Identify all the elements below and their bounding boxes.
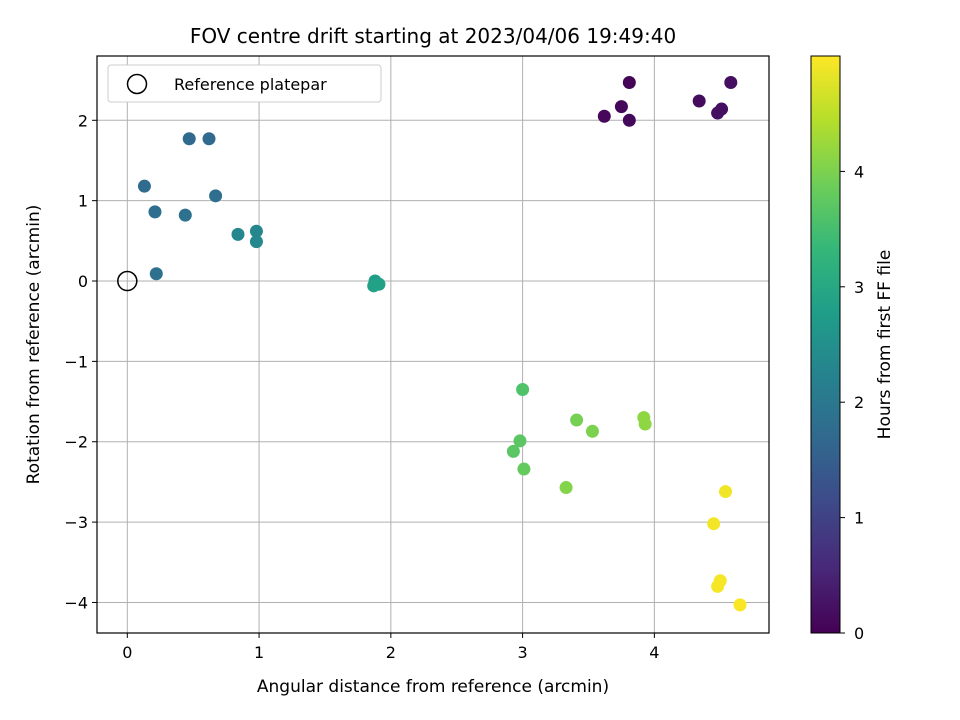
colorbar-tick-label: 2 — [854, 393, 864, 412]
data-point — [638, 417, 652, 431]
data-point — [249, 224, 263, 238]
data-point — [622, 76, 636, 90]
colorbar-ticks: 0 1 2 3 4 — [840, 162, 864, 643]
legend-entry-reference: Reference platepar — [174, 75, 327, 94]
data-point — [559, 481, 573, 495]
data-point — [570, 413, 584, 427]
y-tick-label: 2 — [78, 111, 88, 130]
data-points — [137, 76, 747, 612]
data-point — [137, 179, 151, 193]
data-point — [231, 227, 245, 241]
colorbar-bar — [810, 55, 841, 634]
data-point — [178, 208, 192, 222]
y-tick-label: −3 — [64, 513, 88, 532]
y-tick-label: −2 — [64, 433, 88, 452]
y-tick-label: 0 — [78, 272, 88, 291]
data-point — [622, 113, 636, 127]
data-point — [209, 189, 223, 203]
data-point — [719, 485, 733, 499]
x-tick-label: 0 — [122, 643, 132, 662]
legend-box — [107, 64, 382, 103]
x-tick-label: 4 — [649, 643, 659, 662]
data-point — [202, 132, 216, 146]
data-point — [597, 109, 611, 123]
y-axis-label: Rotation from reference (arcmin) — [24, 205, 44, 485]
reference-platepar-marker — [117, 270, 138, 292]
data-point — [149, 267, 163, 281]
colorbar-tick-label: 0 — [854, 624, 864, 643]
data-point — [516, 383, 530, 397]
x-tick-label: 2 — [386, 643, 396, 662]
y-tick-label: −4 — [64, 593, 88, 612]
colorbar: 0 1 2 3 4 Hours from first FF file — [810, 55, 895, 643]
reference-layer — [117, 270, 138, 292]
x-tick-label: 3 — [518, 643, 528, 662]
data-point — [585, 424, 599, 438]
plot-frame — [96, 55, 770, 634]
colorbar-tick-label: 3 — [854, 278, 864, 297]
data-point — [513, 434, 527, 448]
data-point — [724, 76, 738, 90]
x-axis-ticks: 0 1 2 3 4 — [122, 633, 659, 662]
data-point — [517, 462, 531, 476]
data-point — [711, 579, 725, 593]
data-point — [148, 205, 162, 219]
colorbar-tick-label: 1 — [854, 509, 864, 528]
colorbar-tick-label: 4 — [854, 162, 864, 181]
data-point — [367, 279, 381, 293]
chart-title: FOV centre drift starting at 2023/04/06 … — [190, 24, 676, 48]
y-tick-label: 1 — [78, 192, 88, 211]
data-point — [733, 598, 747, 612]
data-point — [182, 132, 196, 146]
legend: Reference platepar — [107, 64, 382, 103]
data-point — [614, 100, 628, 114]
data-point — [506, 444, 520, 458]
data-point — [692, 94, 706, 108]
grid — [97, 56, 769, 633]
data-point — [707, 517, 721, 531]
legend-marker-reference — [126, 73, 148, 95]
data-point — [249, 235, 263, 249]
data-point — [711, 106, 725, 120]
y-tick-label: −1 — [64, 352, 88, 371]
x-axis-label: Angular distance from reference (arcmin) — [257, 677, 609, 697]
y-axis-ticks: −4 −3 −2 −1 0 1 2 — [64, 111, 97, 612]
x-tick-label: 1 — [254, 643, 264, 662]
colorbar-label: Hours from first FF file — [875, 250, 895, 440]
